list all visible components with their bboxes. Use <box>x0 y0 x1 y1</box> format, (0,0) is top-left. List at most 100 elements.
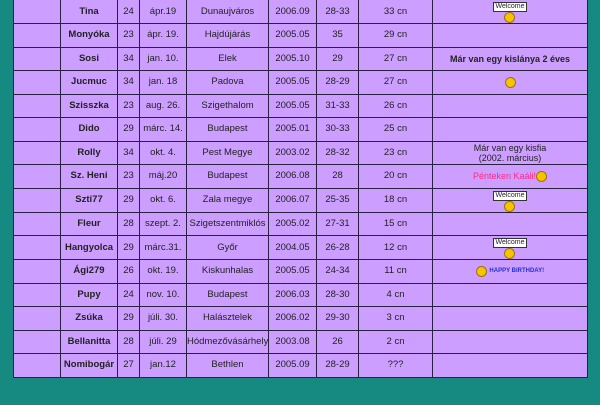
cell-date: aug. 26. <box>139 93 187 118</box>
cell-name: Szti77 <box>60 187 118 213</box>
cell-comment <box>432 306 588 331</box>
cell-name: Pupy <box>60 282 118 307</box>
cell-name: Ági279 <box>60 259 118 284</box>
table-row: Szti77 29 okt. 6. Zala megye 2006.07 25-35 18 … <box>13 187 588 213</box>
cell-city: Hajdújárás <box>186 23 269 48</box>
cell-blank <box>13 282 61 307</box>
cell-cn: 2 cn <box>358 329 433 354</box>
cell-age: 26 <box>117 259 140 284</box>
welcome-sign-smiley-icon: Welcome <box>493 2 527 23</box>
cell-name: Szisszka <box>60 93 118 118</box>
cell-date: júli. 30. <box>139 306 187 331</box>
cell-range: 29 <box>316 46 359 71</box>
cell-since: 2005.10 <box>268 46 317 71</box>
cell-age: 29 <box>117 187 140 213</box>
cell-name: Bellanitta <box>60 329 118 354</box>
cell-range: 28-30 <box>316 282 359 307</box>
cell-range: 28-33 <box>316 0 359 24</box>
cell-since: 2006.07 <box>268 187 317 213</box>
table-row: Ági279 26 okt. 19. Kiskunhalas 2005.05 24-34 1… <box>13 259 588 284</box>
cell-range: 28-29 <box>316 70 359 95</box>
cell-blank <box>13 164 61 189</box>
cell-city: Kiskunhalas <box>186 259 269 284</box>
cell-age: 23 <box>117 23 140 48</box>
cell-comment: Welcome <box>432 235 588 260</box>
cell-blank <box>13 259 61 284</box>
cell-date: jan. 18 <box>139 70 187 95</box>
cell-cn: 23 cn <box>358 140 433 165</box>
cell-city: Hódmezővásárhely <box>186 329 269 354</box>
cell-date: jan.12 <box>139 353 187 378</box>
cell-comment: Pénteken Kaáli! <box>432 164 588 189</box>
cell-age: 24 <box>117 282 140 307</box>
cell-cn: 15 cn <box>358 211 433 236</box>
cell-name: Rolly <box>60 140 118 165</box>
cell-age: 29 <box>117 117 140 142</box>
cell-since: 2005.05 <box>268 70 317 95</box>
cell-since: 2005.05 <box>268 259 317 284</box>
cell-comment <box>432 329 588 354</box>
cell-comment <box>432 117 588 142</box>
cell-name: Hangyolca <box>60 235 118 260</box>
members-table: Tina 24 ápr.19 Dunaujváros 2006.09 28-33 33 cn… <box>13 0 588 378</box>
cell-blank <box>13 70 61 95</box>
cell-date: szept. 2. <box>139 211 187 236</box>
cell-range: 30-33 <box>316 117 359 142</box>
cell-date: márc. 14. <box>139 117 187 142</box>
cell-city: Budapest <box>186 164 269 189</box>
cell-since: 2005.05 <box>268 23 317 48</box>
cell-cn: ??? <box>358 353 433 378</box>
welcome-sign-smiley-icon: Welcome <box>493 190 527 211</box>
table-row: Zsúka 29 júli. 30. Halásztelek 2006.02 29-30 3… <box>13 306 588 331</box>
cell-age: 34 <box>117 46 140 71</box>
cell-range: 31-33 <box>316 93 359 118</box>
cell-range: 28-29 <box>316 353 359 378</box>
cell-age: 27 <box>117 353 140 378</box>
party-hat-smiley-icon: HAPPY BIRTHDAY! <box>475 265 544 277</box>
table-row: Sosi 34 jan. 10. Elek 2005.10 29 27 cn Már van … <box>13 46 588 71</box>
cell-blank <box>13 0 61 24</box>
table-row: Jucmuc 34 jan. 18 Padova 2005.05 28-29 27 cn <box>13 70 588 95</box>
cell-age: 34 <box>117 70 140 95</box>
table-row: Bellanitta 28 júli. 29 Hódmezővásárhely 2003… <box>13 329 588 354</box>
cell-city: Budapest <box>186 282 269 307</box>
table-row: Hangyolca 29 márc.31. Győr 2004.05 26-28 12 cn… <box>13 235 588 260</box>
cell-blank <box>13 140 61 165</box>
cell-cn: 33 cn <box>358 0 433 24</box>
cell-since: 2006.09 <box>268 0 317 24</box>
cell-date: ápr. 19. <box>139 23 187 48</box>
table-row: Sz. Heni 23 máj.20 Budapest 2006.08 28 20 cn Pé… <box>13 164 588 189</box>
cell-since: 2003.08 <box>268 329 317 354</box>
cell-date: nov. 10. <box>139 282 187 307</box>
cell-range: 26-28 <box>316 235 359 260</box>
cell-name: Sz. Heni <box>60 164 118 189</box>
cell-age: 34 <box>117 140 140 165</box>
comment-text: Már van egy kislánya 2 éves <box>449 53 571 64</box>
cell-name: Monyóka <box>60 23 118 48</box>
cell-since: 2005.02 <box>268 211 317 236</box>
cell-comment <box>432 23 588 48</box>
table-row: Fleur 28 szept. 2. Szigetszentmiklós 2005.02… <box>13 211 588 236</box>
cell-since: 2006.03 <box>268 282 317 307</box>
comment-text-2: (2002. március) <box>478 152 542 163</box>
cell-city: Szigetszentmiklós <box>186 211 269 236</box>
cell-name: Zsúka <box>60 306 118 331</box>
cell-comment: Welcome <box>432 0 588 24</box>
cell-name: Fleur <box>60 211 118 236</box>
cell-blank <box>13 187 61 213</box>
cell-date: ápr.19 <box>139 0 187 24</box>
cell-range: 25-35 <box>316 187 359 213</box>
cell-blank <box>13 353 61 378</box>
cell-name: Tina <box>60 0 118 24</box>
cell-cn: 12 cn <box>358 235 433 260</box>
cell-name: Dido <box>60 117 118 142</box>
cell-city: Budapest <box>186 117 269 142</box>
cell-date: okt. 6. <box>139 187 187 213</box>
cell-date: júli. 29 <box>139 329 187 354</box>
cell-date: márc.31. <box>139 235 187 260</box>
cell-cn: 11 cn <box>358 259 433 284</box>
welcome-sign-smiley-icon: Welcome <box>493 238 527 259</box>
cell-name: Jucmuc <box>60 70 118 95</box>
cell-city: Dunaujváros <box>186 0 269 24</box>
table-row: Monyóka 23 ápr. 19. Hajdújárás 2005.05 35 29 c… <box>13 23 588 48</box>
